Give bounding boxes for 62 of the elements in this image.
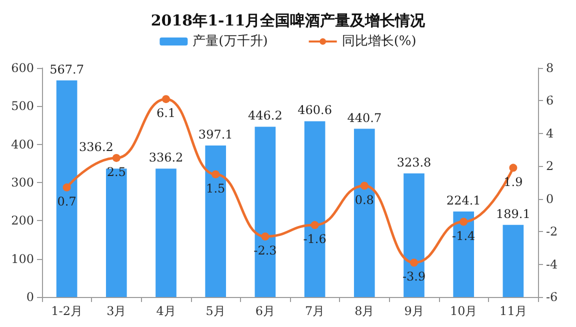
data-label: 336.2 (148, 150, 184, 165)
bar (354, 128, 375, 297)
y2-tick-label: 0 (546, 192, 554, 206)
y2-tick-label: -2 (546, 224, 558, 239)
data-label: 460.6 (298, 103, 332, 118)
y-tick-label: 100 (11, 252, 34, 266)
point (360, 182, 368, 190)
x-tick-label: 11月 (500, 304, 527, 318)
data-label: 0.7 (57, 194, 76, 208)
data-label: 323.8 (396, 155, 432, 170)
y-tick-label: 500 (11, 99, 34, 114)
data-label: 567.7 (50, 62, 84, 76)
data-label: 397.1 (198, 127, 233, 142)
point (460, 218, 468, 226)
y2-tick-label: 6 (546, 94, 554, 108)
data-label: 336.2 (79, 140, 114, 154)
bar (404, 173, 424, 297)
point (112, 154, 120, 162)
x-tick-label: 1-2月 (51, 304, 82, 318)
data-label: 6.1 (156, 106, 176, 120)
chart-title: 2018年1-11月全国啤酒产量及增长情况 (150, 12, 426, 30)
x-tick-label: 7月 (304, 304, 325, 318)
data-label: 440.7 (347, 110, 382, 125)
point (162, 95, 170, 104)
y2-tick-label: 8 (546, 61, 554, 75)
point (509, 164, 518, 172)
y-tick-label: 400 (11, 137, 34, 152)
data-label: 2.5 (106, 164, 126, 179)
x-tick-label: 4月 (156, 304, 176, 318)
bar (56, 80, 78, 297)
y2-tick-label: -6 (546, 290, 558, 304)
bar (156, 168, 176, 297)
data-label: 189.1 (496, 206, 530, 221)
point (410, 258, 418, 267)
bar (106, 168, 127, 297)
bar (304, 121, 326, 297)
point (62, 183, 71, 192)
x-tick-label: 10月 (450, 304, 478, 318)
data-label: 1.5 (206, 181, 226, 196)
data-label: 446.2 (248, 108, 282, 123)
y-tick-label: 600 (11, 61, 34, 75)
x-tick-label: 6月 (255, 304, 276, 318)
bar (254, 126, 276, 297)
x-tick-label: 8月 (354, 304, 374, 318)
y-tick-label: 300 (11, 176, 34, 190)
x-tick-label: 3月 (106, 304, 126, 318)
y-tick-label: 0 (26, 290, 34, 304)
point (212, 170, 220, 178)
bar (205, 145, 226, 297)
bar (502, 224, 524, 297)
point (310, 221, 319, 230)
y2-tick-label: 4 (546, 126, 554, 140)
data-label: 0.8 (354, 192, 374, 207)
legend-label: 同比增长(%) (342, 34, 416, 49)
point (261, 232, 270, 240)
x-tick-label: 5月 (206, 304, 226, 318)
x-tick-label: 9月 (404, 304, 424, 318)
legend-label: 产量(万千升) (192, 34, 268, 49)
y-tick-label: 200 (11, 214, 34, 228)
data-label: 224.1 (446, 193, 481, 208)
y2-tick-label: 2 (546, 159, 554, 174)
y2-tick-label: -4 (546, 257, 558, 272)
